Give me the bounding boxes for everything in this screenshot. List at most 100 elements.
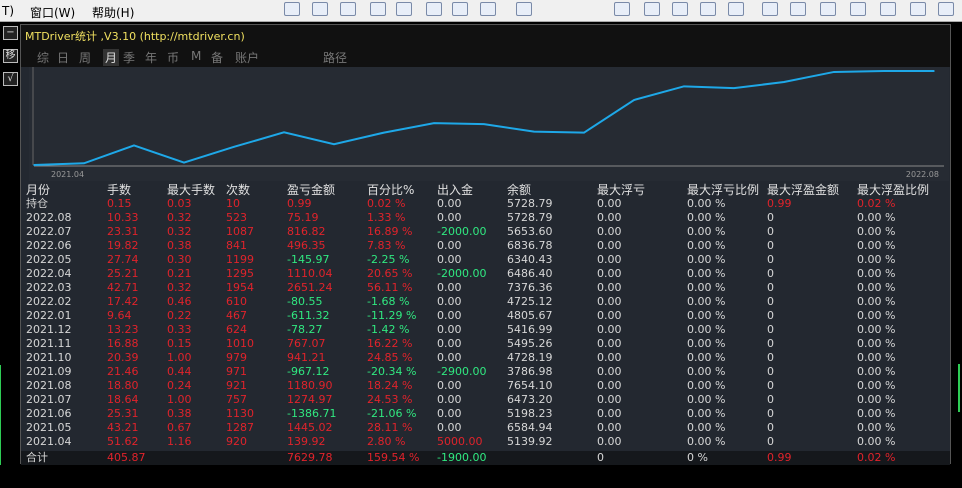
cell: 0.00 [597, 281, 622, 294]
toolbar-icon[interactable] [312, 2, 328, 16]
cell: 0 [597, 451, 604, 464]
tab-6[interactable]: 币 [167, 51, 180, 65]
cell: 5653.60 [507, 225, 553, 238]
cell: 0 [767, 407, 774, 420]
toolbar-icon[interactable] [644, 2, 660, 16]
table-row: 2022.03 42.71 0.32 1954 2651.24 56.11 % 0.00 73… [21, 281, 950, 295]
toolbar-icon[interactable] [340, 2, 356, 16]
cell: 1.16 [167, 435, 192, 448]
table-row: 2021.12 13.23 0.33 624 -78.27 -1.42 % 0.00 5416… [21, 323, 950, 337]
cell: 2021.06 [26, 407, 72, 420]
tab-9[interactable]: 账户 [235, 51, 260, 65]
cell: 2021.12 [26, 323, 72, 336]
toolbar-icon[interactable] [850, 2, 866, 16]
panel-title: MTDriver统计 ,V3.10 (http://mtdriver.cn) [25, 30, 245, 43]
minimize-button[interactable]: − [3, 26, 18, 40]
toolbar-icon[interactable] [452, 2, 468, 16]
tab-1[interactable]: 日 [57, 51, 70, 65]
cell: -1900.00 [437, 451, 487, 464]
cell: 10.33 [107, 211, 139, 224]
tab-10[interactable]: 路径 [323, 51, 348, 65]
cell: 0.00 % [687, 197, 726, 210]
cell: 2022.08 [26, 211, 72, 224]
cell: 0 [767, 421, 774, 434]
tab-7[interactable]: M [191, 49, 202, 63]
cell: 2022.07 [26, 225, 72, 238]
menu-item-tools[interactable]: T) [2, 4, 15, 18]
cell: 27.74 [107, 253, 139, 266]
cell: 1087 [226, 225, 254, 238]
toolbar-icon[interactable] [480, 2, 496, 16]
cell: 0.00 % [857, 309, 896, 322]
title-bar: MTDriver统计 ,V3.10 (http://mtdriver.cn) [21, 25, 950, 45]
toolbar-icon[interactable] [820, 2, 836, 16]
cell: 7376.36 [507, 281, 553, 294]
toolbar-icon[interactable] [762, 2, 778, 16]
toolbar-icon[interactable] [938, 2, 954, 16]
tab-2[interactable]: 周 [79, 51, 92, 65]
cell: 5728.79 [507, 211, 553, 224]
toolbar-icon[interactable] [396, 2, 412, 16]
cell: -967.12 [287, 365, 330, 378]
cell: 2021.11 [26, 337, 72, 350]
cell: 5139.92 [507, 435, 553, 448]
cell: 0 [767, 239, 774, 252]
data-point [83, 162, 85, 165]
cell: 持仓 [26, 197, 48, 210]
data-point [633, 99, 635, 101]
cell: 0.00 [597, 197, 622, 210]
cell: 0.00 [437, 323, 462, 336]
move-button[interactable]: 移 [3, 49, 18, 63]
data-point [683, 85, 685, 88]
table-row: 2021.08 18.80 0.24 921 1180.90 18.24 % 0.00 765… [21, 379, 950, 393]
cell: 0.00 % [687, 267, 726, 280]
table-row: 2021.06 25.31 0.38 1130 -1386.71 -21.06 % 0.00… [21, 407, 950, 421]
toolbar-icon[interactable] [370, 2, 386, 16]
check-button[interactable]: √ [3, 72, 18, 86]
menu-item-window[interactable]: 窗口(W) [30, 6, 76, 20]
tab-4[interactable]: 季 [123, 51, 136, 65]
cell: 0.00 % [687, 407, 726, 420]
cell: 百分比% [367, 183, 415, 197]
tab-3[interactable]: 月 [103, 49, 120, 66]
cell: 523 [226, 211, 247, 224]
toolbar-icon[interactable] [426, 2, 442, 16]
toolbar-icon[interactable] [516, 2, 532, 16]
tab-0[interactable]: 综 [37, 51, 50, 65]
cell: 0.00 % [857, 323, 896, 336]
toolbar-icon[interactable] [728, 2, 744, 16]
toolbar-icon[interactable] [910, 2, 926, 16]
cell: 25.21 [107, 267, 139, 280]
cell: 0.00 [597, 365, 622, 378]
tab-5[interactable]: 年 [145, 51, 158, 65]
cell: 0.00 [597, 323, 622, 336]
toolbar-icon[interactable] [700, 2, 716, 16]
cell: 979 [226, 351, 247, 364]
cell: 0 [767, 253, 774, 266]
toolbar-icon[interactable] [614, 2, 630, 16]
cell: 0.21 [167, 267, 192, 280]
cell: 0.00 [597, 435, 622, 448]
cell: 0 [767, 267, 774, 280]
table-row: 2021.04 51.62 1.16 920 139.92 2.80 % 5000.00 51… [21, 435, 950, 449]
toolbar-icon[interactable] [880, 2, 896, 16]
cell: 23.31 [107, 225, 139, 238]
cell: 0.00 % [857, 295, 896, 308]
cell: 0.00 [597, 337, 622, 350]
cell: -1.42 % [367, 323, 410, 336]
cell: 139.92 [287, 435, 326, 448]
tab-8[interactable]: 备 [211, 51, 224, 65]
cell: 0.00 % [857, 365, 896, 378]
cell: 0.32 [167, 281, 192, 294]
cell: 1295 [226, 267, 254, 280]
cell: 余额 [507, 183, 532, 197]
cell: -2.25 % [367, 253, 410, 266]
toolbar-icon[interactable] [790, 2, 806, 16]
menu-item-help[interactable]: 帮助(H) [92, 6, 135, 20]
toolbar-icon[interactable] [672, 2, 688, 16]
cell: 0.00 % [687, 365, 726, 378]
toolbar-icon[interactable] [284, 2, 300, 16]
cell: 0.00 [437, 379, 462, 392]
data-point [133, 144, 135, 147]
cell: 1445.02 [287, 421, 333, 434]
